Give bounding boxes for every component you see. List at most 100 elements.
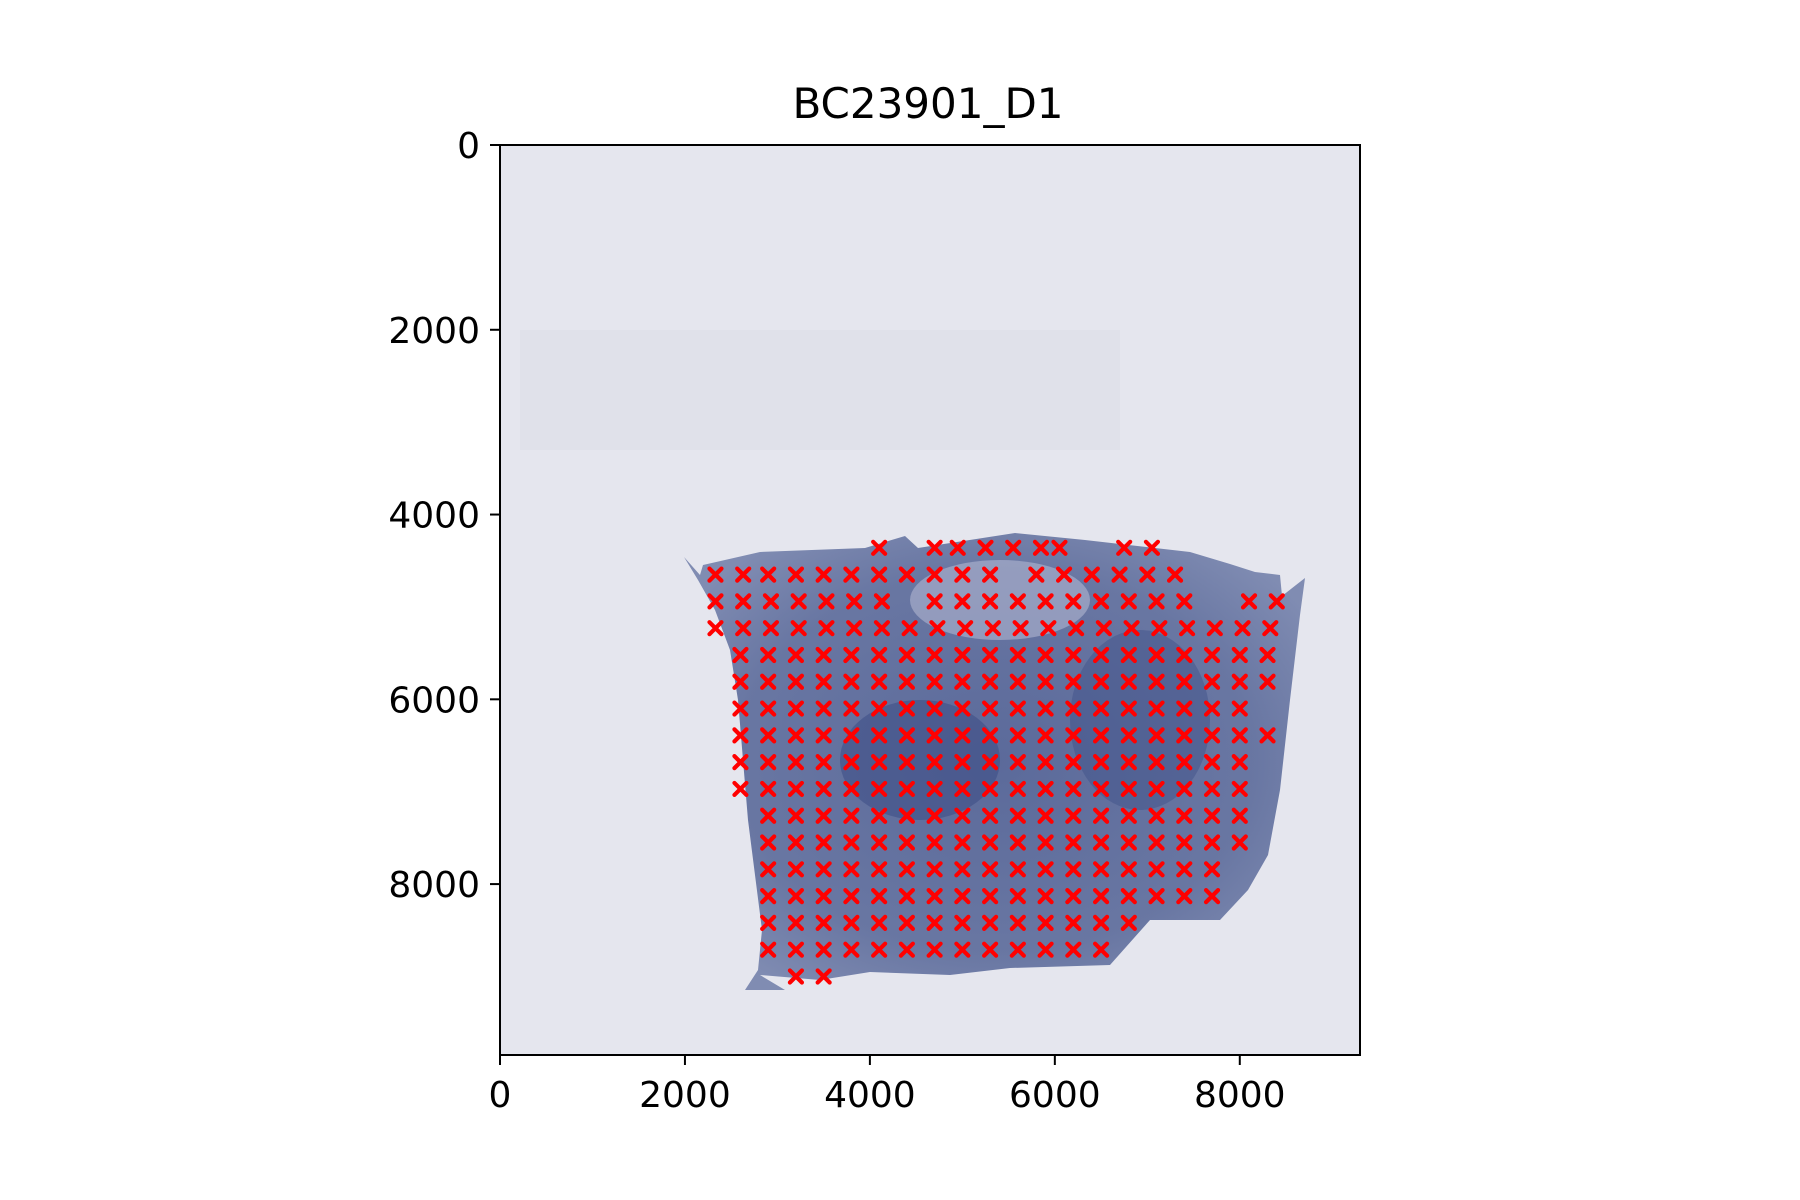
spot-marker bbox=[1065, 914, 1082, 931]
spot-marker bbox=[898, 646, 915, 664]
spot-marker bbox=[843, 861, 860, 878]
spot-marker bbox=[1009, 754, 1026, 771]
spot-marker bbox=[787, 566, 805, 583]
spot-marker bbox=[1120, 807, 1137, 824]
spot-marker bbox=[898, 941, 915, 958]
spot-marker bbox=[1148, 834, 1165, 851]
spot-marker bbox=[873, 620, 891, 637]
spot-marker bbox=[1065, 861, 1082, 878]
spot-marker bbox=[732, 780, 749, 798]
spot-marker bbox=[815, 754, 832, 771]
spot-marker bbox=[898, 754, 915, 771]
spot-marker bbox=[954, 780, 971, 798]
spot-marker bbox=[735, 620, 752, 637]
spot-marker bbox=[898, 914, 915, 931]
spot-marker bbox=[815, 646, 832, 664]
spot-marker bbox=[982, 727, 999, 744]
spot-marker bbox=[954, 673, 971, 690]
spot-marker bbox=[929, 620, 946, 637]
spot-marker bbox=[1009, 941, 1026, 958]
spot-marker bbox=[815, 861, 832, 878]
spot-marker bbox=[1148, 887, 1165, 905]
spot-marker bbox=[760, 700, 777, 717]
spot-marker bbox=[1176, 646, 1193, 664]
spot-marker bbox=[982, 887, 999, 905]
spot-marker bbox=[1037, 673, 1054, 690]
spot-marker bbox=[1111, 566, 1128, 583]
spot-marker bbox=[843, 941, 860, 958]
spot-marker bbox=[787, 727, 805, 744]
spot-marker bbox=[787, 780, 805, 798]
spot-marker bbox=[1040, 620, 1057, 637]
spot-marker bbox=[815, 941, 832, 958]
spot-marker bbox=[735, 566, 752, 583]
spot-marker bbox=[954, 646, 971, 664]
spot-marker bbox=[1092, 941, 1110, 958]
spot-marker bbox=[1092, 861, 1110, 878]
spot-marker bbox=[982, 593, 999, 610]
spot-marker bbox=[871, 700, 888, 717]
spot-marker bbox=[871, 780, 888, 798]
spot-marker bbox=[1148, 861, 1165, 878]
spot-marker bbox=[1092, 700, 1110, 717]
spot-marker bbox=[954, 566, 971, 583]
spot-marker bbox=[732, 700, 749, 717]
spot-marker bbox=[760, 807, 777, 824]
spot-marker bbox=[843, 566, 860, 583]
spot-marker bbox=[1009, 834, 1026, 851]
spot-marker bbox=[1028, 566, 1045, 583]
spot-marker bbox=[1203, 780, 1221, 798]
spot-marker bbox=[898, 566, 915, 583]
spot-marker bbox=[1231, 834, 1248, 851]
spot-marker bbox=[1234, 620, 1251, 637]
spot-marker bbox=[1176, 780, 1193, 798]
spot-marker bbox=[1065, 646, 1082, 664]
spot-marker bbox=[843, 914, 860, 931]
spot-marker bbox=[957, 620, 974, 637]
spot-marker bbox=[1143, 539, 1161, 556]
spot-marker bbox=[1009, 914, 1026, 931]
spot-marker bbox=[787, 807, 805, 824]
spot-marker bbox=[760, 941, 777, 958]
spot-marker bbox=[760, 887, 777, 905]
x-tick-label: 4000 bbox=[824, 1075, 916, 1116]
spot-marker bbox=[1009, 887, 1026, 905]
spot-marker bbox=[1148, 727, 1165, 744]
spot-marker bbox=[732, 646, 749, 664]
spot-marker bbox=[1148, 780, 1165, 798]
spot-marker bbox=[1012, 620, 1029, 637]
spot-marker bbox=[790, 593, 807, 610]
spot-marker bbox=[871, 673, 888, 690]
spot-marker bbox=[1009, 727, 1026, 744]
spot-marker bbox=[1065, 593, 1082, 610]
spot-marker bbox=[1268, 593, 1285, 610]
spot-marker bbox=[1005, 539, 1022, 556]
spot-marker bbox=[1037, 593, 1054, 610]
spot-marker bbox=[871, 646, 888, 664]
spot-marker bbox=[787, 754, 805, 771]
spot-marker bbox=[954, 727, 971, 744]
spot-marker bbox=[1259, 673, 1276, 690]
spot-marker bbox=[815, 887, 832, 905]
spot-marker bbox=[1092, 593, 1110, 610]
spot-marker bbox=[1065, 834, 1082, 851]
spot-marker bbox=[1148, 700, 1165, 717]
spot-marker bbox=[982, 780, 999, 798]
spot-marker bbox=[735, 593, 752, 610]
spot-marker bbox=[843, 727, 860, 744]
spot-marker bbox=[707, 566, 724, 583]
spot-marker bbox=[926, 807, 943, 824]
spot-marker bbox=[982, 700, 999, 717]
spot-marker bbox=[926, 673, 943, 690]
spot-marker bbox=[1037, 914, 1054, 931]
spot-marker bbox=[1120, 887, 1137, 905]
spot-marker bbox=[843, 780, 860, 798]
spot-marker bbox=[1037, 941, 1054, 958]
spot-marker bbox=[787, 834, 805, 851]
spot-marker bbox=[787, 700, 805, 717]
spot-marker bbox=[787, 968, 805, 985]
chart-title: BC23901_D1 bbox=[792, 79, 1063, 128]
spot-marker bbox=[707, 593, 724, 610]
spot-marker bbox=[898, 861, 915, 878]
spot-marker bbox=[871, 861, 888, 878]
